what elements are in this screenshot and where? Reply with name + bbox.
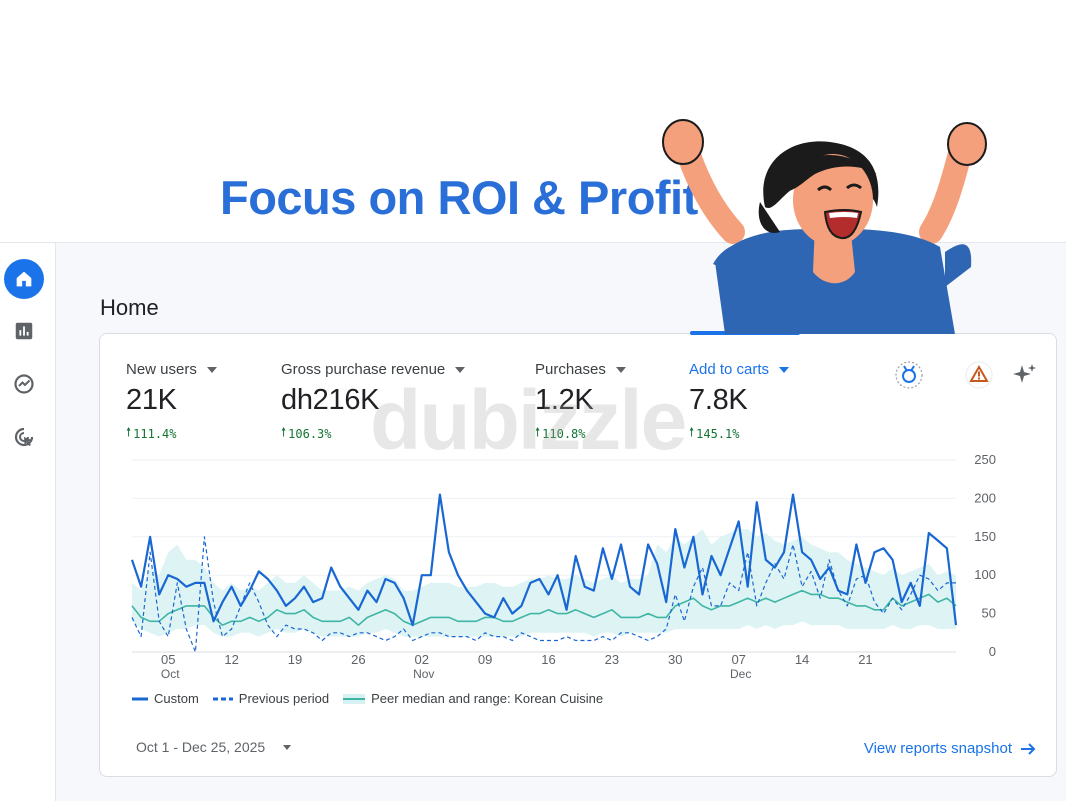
warning-button[interactable]	[964, 360, 994, 390]
x-tick-label: 16	[541, 652, 555, 667]
series-line-custom	[130, 493, 958, 627]
x-tick-month-label: Oct	[161, 667, 180, 681]
home-icon	[16, 271, 32, 287]
x-tick-label: 07	[731, 652, 745, 667]
overview-card: New users 21K 🠕 111.4% Gross purchase rev…	[99, 333, 1057, 777]
metric-value: dh216K	[281, 384, 380, 416]
view-reports-snapshot-link[interactable]: View reports snapshot	[864, 740, 1036, 757]
series-line-previous	[131, 536, 956, 653]
reports-icon	[15, 322, 33, 340]
metric-delta: 🠕 106.3%	[281, 423, 465, 444]
y-tick-label: 0	[989, 644, 996, 659]
analytics-app: Home New users 21K 🠕 111.4% Gross purchas…	[0, 242, 1066, 801]
watermark: dubizzle	[370, 373, 687, 467]
nav-advertising-button[interactable]	[4, 417, 44, 457]
badge-button[interactable]	[894, 360, 924, 390]
x-tick-month-label: Dec	[730, 667, 751, 681]
nav-reports-button[interactable]	[4, 311, 44, 351]
legend-item-custom: Custom	[132, 691, 199, 706]
x-tick-label: 23	[605, 652, 619, 667]
metric-label-text: New users	[126, 361, 197, 378]
metric-delta-text: 106.3%	[288, 426, 332, 441]
snapshot-link-text: View reports snapshot	[863, 740, 1012, 757]
metric-label[interactable]: Gross purchase revenue	[281, 361, 466, 378]
nav-explore-button[interactable]	[4, 364, 44, 404]
metric-delta-text: 111.4%	[133, 426, 177, 441]
x-tick-label: 30	[668, 652, 682, 667]
y-tick-label: 200	[974, 490, 996, 505]
badge-icon	[895, 361, 923, 389]
dropdown-caret-icon	[779, 366, 790, 373]
chart-legend: Custom Previous period Peer median and r…	[132, 691, 603, 706]
legend-item-previous: Previous period	[212, 691, 330, 706]
insights-sparkle-icon	[1013, 364, 1036, 383]
y-tick-label: 100	[974, 567, 996, 582]
arrow-right-icon	[1021, 742, 1036, 755]
legend-label: Peer median and range: Korean Cuisine	[371, 691, 604, 706]
metric-gross-purchase-revenue[interactable]: Gross purchase revenue dh216K 🠕 106.3%	[281, 361, 466, 444]
explore-icon	[14, 374, 34, 394]
legend-label: Previous period	[238, 691, 330, 706]
x-tick-label: 14	[795, 652, 809, 667]
y-tick-label: 150	[974, 529, 996, 544]
nav-rail	[0, 243, 56, 801]
metric-delta: 🠕 111.4%	[126, 423, 217, 444]
series-line-peer	[131, 589, 957, 626]
x-tick-label: 09	[478, 652, 492, 667]
legend-swatch-dashed	[212, 697, 233, 700]
legend-item-peer: Peer median and range: Korean Cuisine	[343, 691, 603, 706]
dropdown-caret-icon	[455, 366, 466, 373]
advertising-icon	[14, 427, 34, 447]
legend-label: Custom	[154, 691, 199, 706]
cheering-woman-illustration	[662, 119, 987, 334]
dropdown-caret-icon	[283, 744, 292, 750]
x-tick-label: 05	[161, 652, 175, 667]
metric-label[interactable]: New users	[126, 361, 217, 378]
metric-delta: 🠕 145.1%	[689, 423, 789, 444]
metric-label[interactable]: Add to carts	[689, 361, 790, 378]
metric-delta: 🠕 110.8%	[535, 423, 626, 444]
x-tick-label: 19	[288, 652, 302, 667]
metric-label-text: Purchases	[535, 361, 606, 378]
metric-value: 1.2K	[535, 384, 594, 416]
page-title: Home	[100, 295, 159, 320]
x-tick-label: 21	[858, 652, 872, 667]
metric-label[interactable]: Purchases	[535, 361, 626, 378]
y-tick-label: 50	[982, 606, 996, 621]
x-tick-label: 12	[224, 652, 238, 667]
dropdown-caret-icon	[615, 366, 626, 373]
legend-swatch-solid	[132, 697, 148, 700]
dropdown-caret-icon	[206, 366, 217, 373]
insights-button[interactable]	[1010, 360, 1040, 390]
legend-swatch-band	[343, 693, 366, 704]
arrow-up-icon: 🠕	[689, 425, 695, 439]
headline: Focus on ROI & Profit	[220, 171, 698, 224]
metric-value: 7.8K	[689, 384, 748, 416]
metric-delta-text: 110.8%	[542, 426, 586, 441]
warning-icon	[965, 361, 993, 389]
metric-purchases[interactable]: Purchases 1.2K 🠕 110.8%	[535, 361, 626, 444]
metric-new-users[interactable]: New users 21K 🠕 111.4%	[126, 361, 217, 444]
arrow-up-icon: 🠕	[535, 425, 541, 439]
date-range-text: Oct 1 - Dec 25, 2025	[136, 739, 266, 755]
nav-home-button[interactable]	[4, 259, 44, 299]
metric-delta-text: 145.1%	[696, 426, 740, 441]
x-tick-label: 26	[351, 652, 365, 667]
x-tick-label: 02	[415, 652, 429, 667]
arrow-up-icon: 🠕	[126, 425, 132, 439]
metric-value: 21K	[126, 384, 177, 416]
metric-label-text: Add to carts	[689, 361, 770, 378]
x-tick-month-label: Nov	[413, 667, 434, 681]
metric-label-text: Gross purchase revenue	[281, 361, 446, 378]
date-range-selector[interactable]: Oct 1 - Dec 25, 2025	[136, 739, 292, 755]
metric-add-to-carts[interactable]: Add to carts 7.8K 🠕 145.1%	[689, 361, 790, 444]
y-tick-label: 250	[974, 452, 996, 467]
arrow-up-icon: 🠕	[281, 425, 287, 439]
